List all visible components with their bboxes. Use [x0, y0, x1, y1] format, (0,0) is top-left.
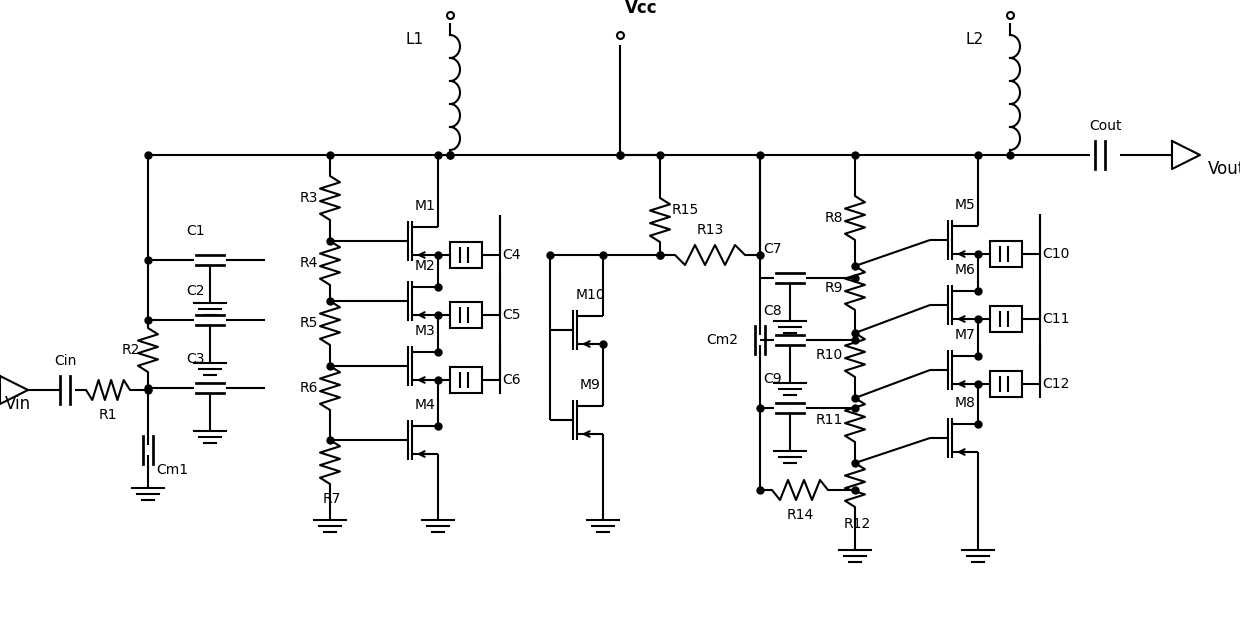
Text: M2: M2 — [414, 259, 435, 273]
Text: R3: R3 — [300, 191, 317, 205]
Text: M6: M6 — [955, 263, 976, 277]
Text: Cm1: Cm1 — [156, 463, 188, 477]
Text: R9: R9 — [825, 281, 843, 295]
Text: R13: R13 — [697, 223, 724, 237]
Text: M9: M9 — [579, 378, 600, 392]
Text: C10: C10 — [1042, 247, 1069, 261]
Text: R6: R6 — [300, 381, 317, 395]
Text: C9: C9 — [764, 372, 782, 386]
Text: M7: M7 — [955, 328, 976, 342]
Text: M5: M5 — [955, 198, 976, 212]
Text: Cin: Cin — [53, 354, 76, 368]
Text: R4: R4 — [300, 256, 317, 270]
Text: R14: R14 — [786, 508, 813, 522]
Bar — [450, 242, 482, 268]
Text: C2: C2 — [186, 284, 205, 298]
Text: C7: C7 — [764, 242, 782, 256]
Text: M4: M4 — [414, 398, 435, 412]
Text: C11: C11 — [1042, 312, 1069, 326]
Bar — [450, 367, 482, 393]
Text: Vcc: Vcc — [625, 0, 657, 17]
Text: L2: L2 — [966, 33, 985, 47]
Text: R10: R10 — [816, 348, 843, 362]
Bar — [990, 371, 1022, 397]
Text: R8: R8 — [825, 211, 843, 225]
Text: R1: R1 — [99, 408, 118, 422]
Text: R12: R12 — [843, 517, 870, 531]
Bar — [990, 241, 1022, 267]
Bar — [450, 302, 482, 328]
Text: R15: R15 — [672, 203, 699, 217]
Text: R5: R5 — [300, 316, 317, 330]
Text: Cm2: Cm2 — [706, 333, 738, 347]
Text: R11: R11 — [816, 413, 843, 427]
Text: Cout: Cout — [1089, 119, 1121, 133]
Text: M10: M10 — [575, 288, 605, 302]
Text: C5: C5 — [502, 308, 521, 322]
Text: C4: C4 — [502, 248, 521, 262]
Text: R7: R7 — [322, 492, 341, 506]
Text: C8: C8 — [764, 304, 782, 318]
Text: C3: C3 — [186, 352, 205, 366]
Text: C12: C12 — [1042, 377, 1069, 391]
Text: L1: L1 — [405, 33, 424, 47]
Text: Vout: Vout — [1208, 160, 1240, 178]
Bar — [990, 306, 1022, 332]
Text: M1: M1 — [414, 199, 435, 213]
Text: C1: C1 — [186, 224, 205, 238]
Text: M3: M3 — [414, 324, 435, 338]
Text: M8: M8 — [955, 396, 976, 410]
Text: R2: R2 — [122, 343, 140, 357]
Text: C6: C6 — [502, 373, 521, 387]
Text: Vin: Vin — [5, 395, 31, 413]
